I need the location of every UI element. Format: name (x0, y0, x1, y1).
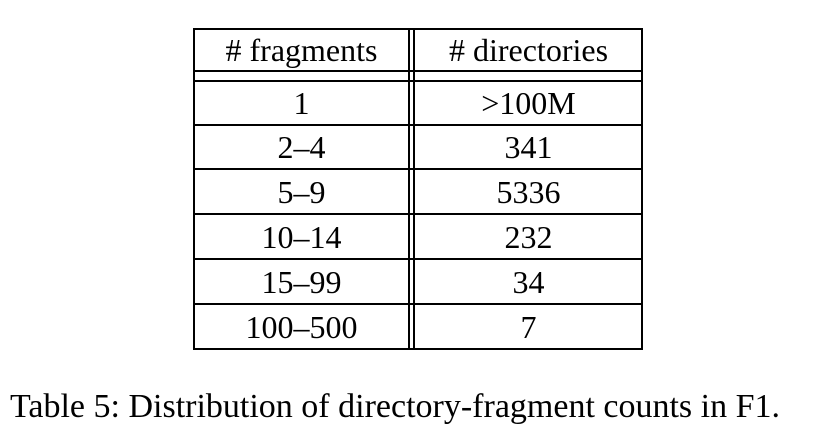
table-cell-directories: 34 (512, 264, 545, 300)
table-cell-directories: 7 (520, 309, 537, 345)
column-divider-left (408, 28, 410, 350)
table-cell-fragments: 15–99 (261, 264, 342, 300)
table-cell-directories: 5336 (496, 174, 561, 210)
table-cell-fragments: 10–14 (261, 219, 342, 255)
row-divider (193, 258, 643, 260)
column-divider-right (413, 28, 415, 350)
table-left-border (193, 28, 195, 350)
table-top-border (193, 28, 643, 30)
header-directories: # directories (448, 32, 609, 68)
table-cell-fragments: 5–9 (277, 174, 326, 210)
table-cell-fragments: 100–500 (245, 309, 358, 345)
row-divider (193, 168, 643, 170)
fragment-distribution-table: # fragments # directories 1 >100M 2–4 34… (193, 28, 643, 350)
table-cell-fragments: 2–4 (277, 129, 326, 165)
table-cell-directories: 232 (504, 219, 553, 255)
table-cell-directories: 341 (504, 129, 553, 165)
row-divider (193, 213, 643, 215)
table-caption: Table 5: Distribution of directory-fragm… (10, 388, 781, 425)
header-rule-lower (193, 80, 643, 82)
row-divider (193, 303, 643, 305)
table-right-border (641, 28, 643, 350)
header-fragments: # fragments (225, 32, 378, 68)
header-rule-upper (193, 70, 643, 72)
table-bottom-border (193, 348, 643, 350)
table-cell-directories: >100M (481, 85, 576, 121)
table-cell-fragments: 1 (293, 85, 310, 121)
row-divider (193, 124, 643, 126)
